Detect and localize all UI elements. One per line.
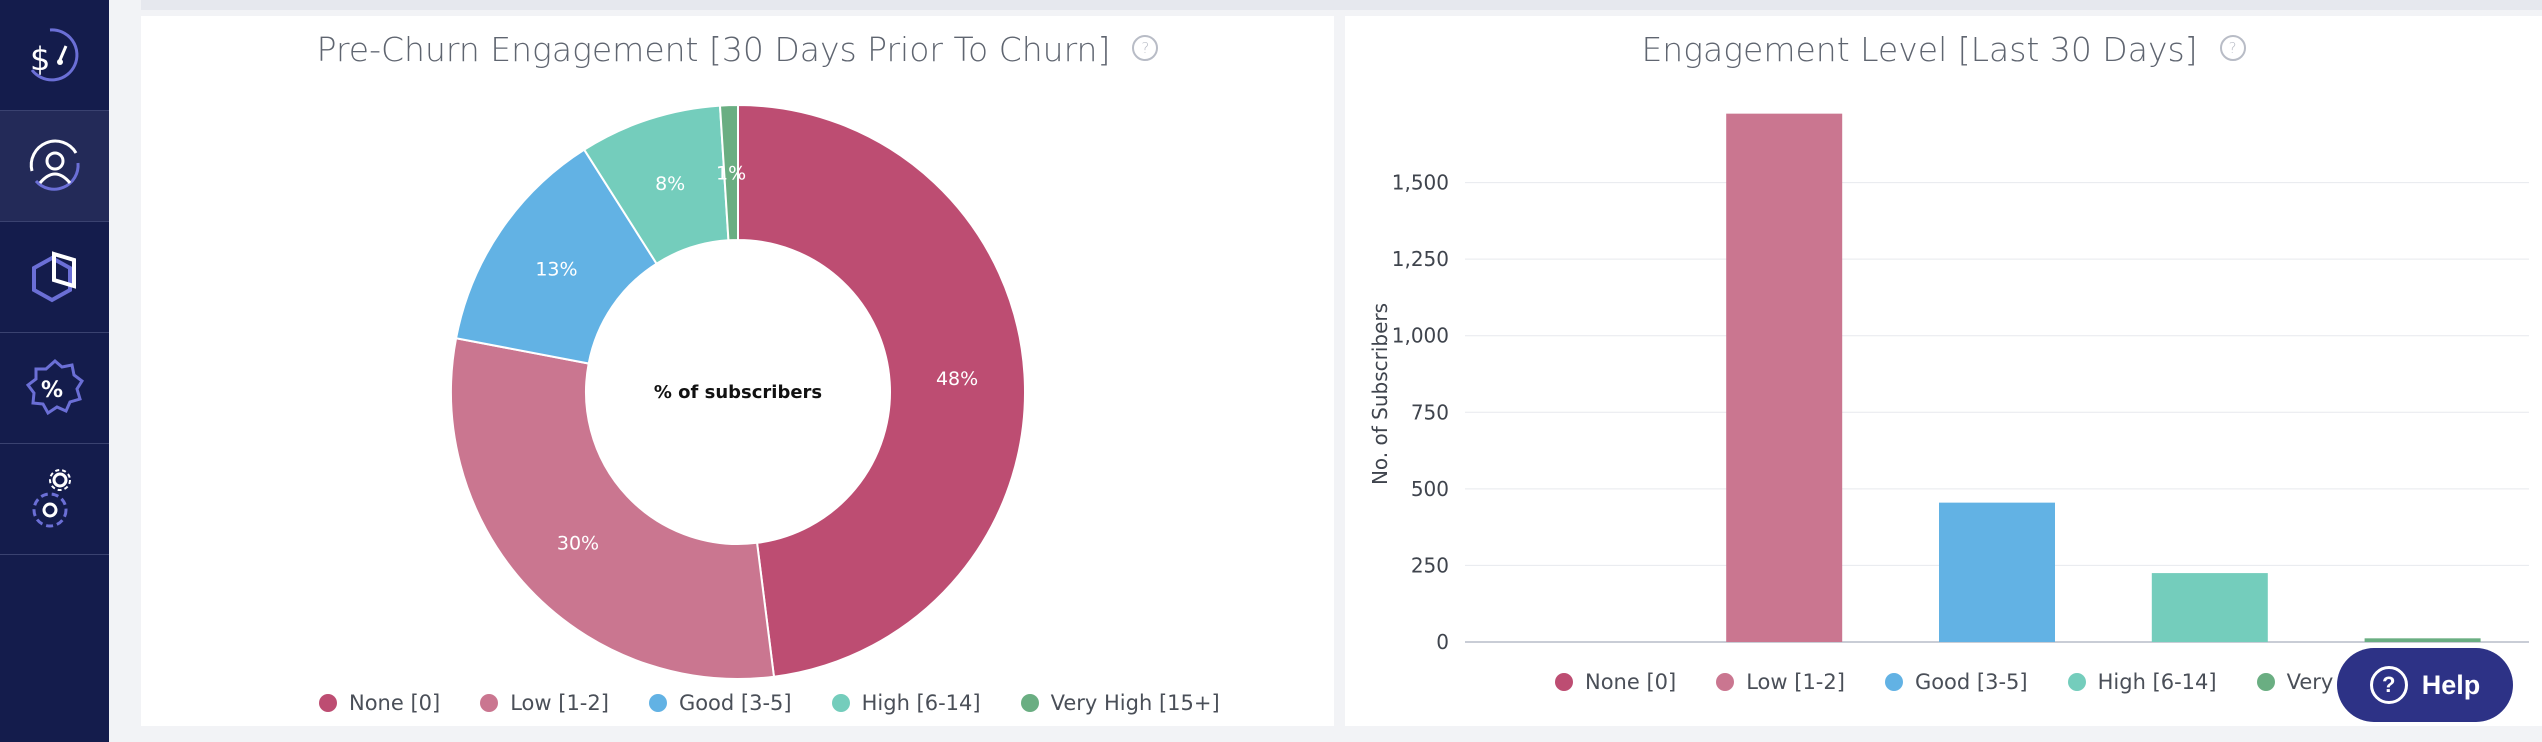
pie-slice-very-high-15[interactable] [718,103,739,242]
dollar-gauge-icon: $ [30,28,78,82]
legend-label: None [0] [349,691,441,715]
legend-label: Low [1-2] [510,691,609,715]
help-label: Help [2421,669,2481,700]
info-icon[interactable]: ? [2219,34,2246,61]
pie-data-label: 48% [936,368,978,390]
pie-data-label: 1% [716,163,746,185]
y-tick-label: 1,000 [1392,324,1449,348]
pie-slice-low-1-2[interactable] [450,337,776,680]
y-axis-label: No. of Subscribers [1368,303,1392,485]
nav-discounts[interactable]: % [0,333,109,444]
legend-item-high-6-14[interactable]: High [6-14] [831,691,981,715]
nav-retention[interactable] [0,111,109,222]
pie-legend: None [0] Low [1-2] Good [3-5] High [6-14] Ve… [319,691,1260,715]
legend-dot [831,694,850,712]
bar-chart-title-text: Engagement Level [Last 30 Days] [1641,30,2198,69]
svg-text:$: $ [30,40,50,78]
legend-dot [1884,673,1903,691]
legend-item-high-6-14[interactable]: High [6-14] [2067,670,2217,694]
legend-dot [1716,673,1735,691]
pie-chart-title-text: Pre-Churn Engagement [30 Days Prior To C… [316,30,1111,69]
pie-slice-none-0[interactable] [737,103,1026,678]
legend-item-none-0[interactable]: None [0] [319,691,440,715]
pie-chart-panel: Pre-Churn Engagement [30 Days Prior To C… [141,16,1334,726]
legend-label: None [0] [1585,670,1677,694]
y-tick-label: 0 [1436,630,1449,654]
bar-good-3-5[interactable] [1939,502,2055,642]
pie-chart-title: Pre-Churn Engagement [30 Days Prior To C… [141,30,1334,69]
bar-low-1-2[interactable] [1726,113,1843,642]
legend-label: Low [1-2] [1746,670,1845,694]
pie-data-label: 30% [557,532,599,554]
legend-dot [480,694,499,712]
legend-dot [1555,673,1573,691]
pie-center-label: % of subscribers [654,382,822,403]
bar-chart-panel: Engagement Level [Last 30 Days]? 0 250 500… [1345,16,2542,726]
sidebar: $ % [0,0,109,742]
y-tick-label: 500 [1411,477,1449,501]
pie-data-label: 13% [535,259,577,281]
y-tick-label: 250 [1411,553,1449,577]
legend-item-low-1-2[interactable]: Low [1-2] [1716,670,1845,694]
help-button[interactable]: ? Help [2337,648,2513,722]
legend-item-very-high-15[interactable]: Very High [15+] [1020,691,1220,715]
legend-label: Good [3-5] [1914,670,2028,694]
y-tick-label: 1,250 [1392,247,1449,271]
bar-chart-title: Engagement Level [Last 30 Days]? [1345,30,2542,69]
svg-text:%: % [41,378,63,403]
legend-dot [648,694,667,712]
pie-chart: 48% 30% 13% 8% 1% % of subscribers [450,103,1026,680]
legend-dot [2067,673,2086,691]
nav-settings[interactable] [0,444,109,555]
info-icon[interactable]: ? [1132,34,1159,61]
question-circle-icon: ? [2369,666,2408,704]
legend-item-low-1-2[interactable]: Low [1-2] [480,691,609,715]
top-divider [141,0,2542,10]
legend-dot [319,694,337,712]
bar-high-6-14[interactable] [2151,573,2268,642]
legend-dot [1020,694,1039,712]
legend-item-good-3-5[interactable]: Good [3-5] [1884,670,2028,694]
bar-very-high-15[interactable] [2364,638,2481,642]
bar-chart: 0 250 500 750 1,000 1,250 1,500 No. of Subscrib… [1368,113,2529,654]
nav-products[interactable] [0,222,109,333]
gears-icon [32,469,71,528]
percent-badge-icon: % [25,359,84,416]
cube-icon [31,251,76,303]
legend-label: High [6-14] [2097,670,2217,694]
y-tick-label: 1,500 [1392,171,1449,195]
nav-revenue[interactable]: $ [0,0,109,111]
legend-item-good-3-5[interactable]: Good [3-5] [648,691,792,715]
legend-label: Good [3-5] [678,691,792,715]
legend-item-none-0[interactable]: None [0] [1555,670,1676,694]
user-refresh-icon [29,139,80,191]
legend-label: Very High [15+] [1050,691,1220,715]
y-tick-label: 750 [1411,400,1449,424]
legend-dot [2256,673,2275,691]
pie-data-label: 8% [655,173,685,195]
legend-label: High [6-14] [861,691,981,715]
